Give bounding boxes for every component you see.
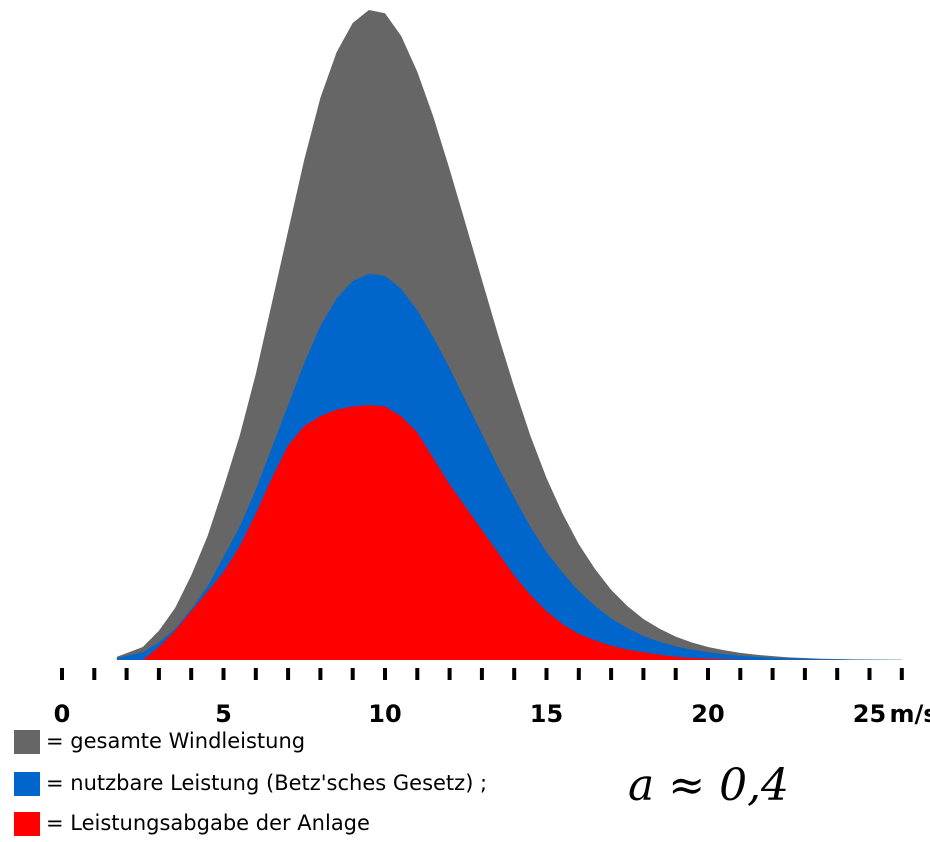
x-tick-19 (673, 668, 678, 680)
efficiency-annotation: a ≈ 0,4 (628, 760, 789, 811)
x-tick-4 (189, 668, 194, 680)
x-tick-14 (512, 668, 517, 680)
x-tick-label-25: 25 (853, 700, 886, 728)
x-tick-11 (415, 668, 420, 680)
x-tick-13 (479, 668, 484, 680)
x-tick-16 (576, 668, 581, 680)
legend-label-2: = Leistungsabgabe der Anlage (46, 811, 370, 835)
x-tick-0 (60, 668, 64, 680)
x-tick-26 (899, 668, 904, 680)
x-tick-25 (867, 668, 872, 680)
x-tick-8 (318, 668, 323, 680)
x-tick-17 (609, 668, 614, 680)
legend-swatch-0 (14, 730, 40, 754)
x-axis-tick-labels: 0 5 10 15 20 25 (54, 700, 887, 728)
x-tick-label-15: 15 (530, 700, 563, 728)
x-axis-unit-label: m/s (890, 700, 930, 728)
legend: = gesamte Windleistung = nutzbare Leistun… (14, 729, 487, 836)
x-tick-label-5: 5 (215, 700, 232, 728)
x-tick-9 (350, 668, 355, 680)
x-tick-2 (124, 668, 129, 680)
x-tick-24 (835, 668, 840, 680)
legend-swatch-2 (14, 812, 40, 836)
x-tick-1 (92, 668, 97, 680)
area-series-2 (116, 405, 902, 660)
x-tick-10 (383, 668, 387, 680)
x-tick-5 (221, 668, 226, 680)
x-tick-22 (770, 668, 775, 680)
x-tick-label-0: 0 (54, 700, 71, 728)
legend-swatch-1 (14, 772, 40, 796)
legend-label-0: = gesamte Windleistung (46, 729, 305, 753)
x-tick-15 (544, 668, 549, 680)
chart-areas (116, 10, 902, 660)
x-tick-21 (738, 668, 743, 680)
x-tick-23 (802, 668, 807, 680)
x-tick-label-20: 20 (691, 700, 724, 728)
x-tick-3 (156, 668, 161, 680)
x-axis-ticks (60, 668, 904, 680)
x-tick-7 (286, 668, 291, 680)
x-tick-label-10: 10 (368, 700, 401, 728)
x-tick-20 (706, 668, 710, 680)
x-tick-6 (253, 668, 258, 680)
x-tick-18 (641, 668, 646, 680)
legend-label-1: = nutzbare Leistung (Betz'sches Gesetz) … (46, 771, 487, 795)
x-tick-12 (447, 668, 452, 680)
